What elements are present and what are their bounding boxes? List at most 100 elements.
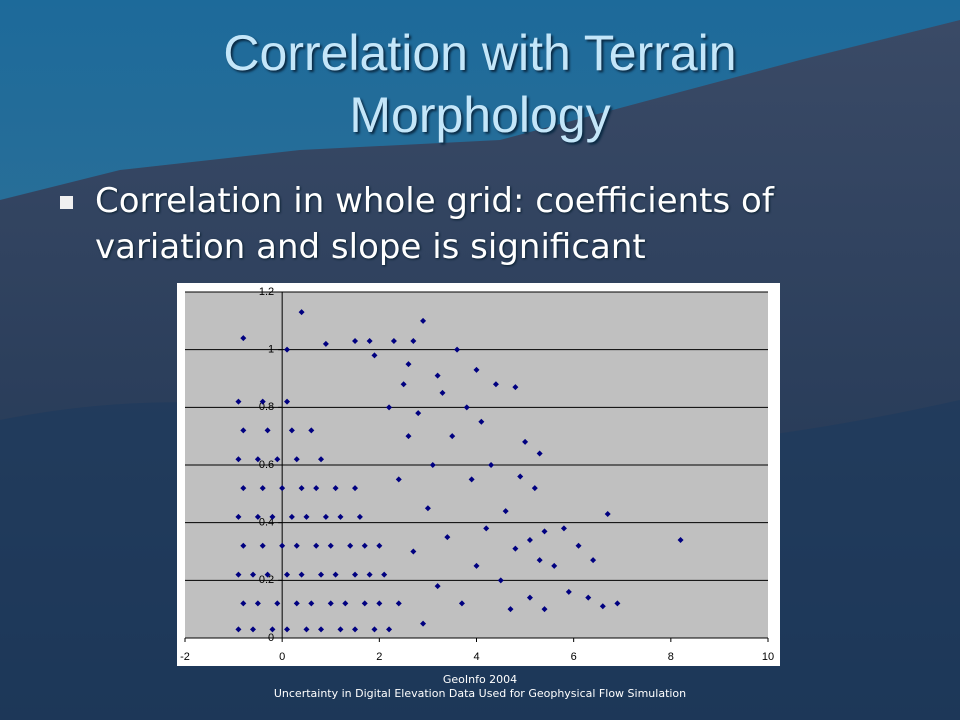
point bbox=[361, 600, 368, 607]
point bbox=[614, 600, 621, 607]
point bbox=[478, 418, 485, 425]
point bbox=[293, 456, 300, 463]
point bbox=[352, 626, 359, 633]
point bbox=[366, 571, 373, 578]
point bbox=[405, 361, 412, 368]
point bbox=[288, 513, 295, 520]
point bbox=[279, 485, 286, 492]
point bbox=[366, 338, 373, 345]
point bbox=[497, 577, 504, 584]
point bbox=[492, 381, 499, 388]
y-tick-label: 0.8 bbox=[259, 401, 274, 413]
point bbox=[551, 562, 558, 569]
y-tick-label: 0.4 bbox=[259, 517, 274, 529]
point bbox=[274, 600, 281, 607]
point bbox=[590, 557, 597, 564]
point bbox=[677, 536, 684, 543]
point bbox=[361, 542, 368, 549]
point bbox=[395, 476, 402, 483]
point bbox=[575, 542, 582, 549]
point bbox=[356, 513, 363, 520]
point bbox=[332, 571, 339, 578]
point bbox=[352, 485, 359, 492]
point bbox=[449, 433, 456, 440]
point bbox=[473, 562, 480, 569]
point bbox=[308, 600, 315, 607]
point bbox=[318, 456, 325, 463]
point bbox=[352, 338, 359, 345]
point bbox=[342, 600, 349, 607]
slide-title: Correlation with Terrain Morphology bbox=[223, 25, 737, 143]
point bbox=[400, 381, 407, 388]
point bbox=[439, 389, 446, 396]
point bbox=[254, 456, 261, 463]
chart: 00.20.40.60.811.2-2 0 2 4 6 8 10 bbox=[177, 283, 780, 666]
point bbox=[298, 485, 305, 492]
point bbox=[415, 410, 422, 417]
point bbox=[240, 542, 247, 549]
point bbox=[284, 626, 291, 633]
point bbox=[536, 450, 543, 457]
point bbox=[322, 340, 329, 347]
point bbox=[434, 583, 441, 590]
point bbox=[371, 352, 378, 359]
point bbox=[526, 536, 533, 543]
point bbox=[293, 542, 300, 549]
point bbox=[235, 513, 242, 520]
point bbox=[405, 433, 412, 440]
point bbox=[517, 473, 524, 480]
point bbox=[463, 404, 470, 411]
point bbox=[235, 571, 242, 578]
point bbox=[541, 606, 548, 613]
point bbox=[284, 571, 291, 578]
y-tick-label: 1 bbox=[268, 344, 274, 356]
point bbox=[502, 508, 509, 515]
point bbox=[250, 626, 257, 633]
point bbox=[424, 505, 431, 512]
point bbox=[318, 571, 325, 578]
point bbox=[565, 588, 572, 595]
bullet-text: Correlation in whole grid: coefficients … bbox=[95, 181, 774, 267]
point bbox=[347, 542, 354, 549]
point bbox=[381, 571, 388, 578]
point bbox=[303, 626, 310, 633]
point bbox=[473, 366, 480, 373]
y-tick-label: 1.2 bbox=[259, 286, 274, 298]
y-tick-label: 0.6 bbox=[259, 459, 274, 471]
point bbox=[264, 427, 271, 434]
point bbox=[259, 542, 266, 549]
point bbox=[298, 571, 305, 578]
point bbox=[235, 626, 242, 633]
point bbox=[313, 542, 320, 549]
point bbox=[269, 626, 276, 633]
point bbox=[458, 600, 465, 607]
point bbox=[352, 571, 359, 578]
bullet-mark bbox=[60, 196, 73, 209]
point bbox=[531, 485, 538, 492]
point bbox=[371, 626, 378, 633]
point bbox=[536, 557, 543, 564]
point bbox=[269, 513, 276, 520]
point bbox=[483, 525, 490, 532]
point bbox=[264, 571, 271, 578]
point bbox=[390, 338, 397, 345]
x-tick-label: 4 bbox=[473, 651, 479, 663]
x-tick-label: 8 bbox=[668, 651, 674, 663]
point bbox=[585, 594, 592, 601]
y-tick-label: 0.2 bbox=[259, 574, 274, 586]
point bbox=[303, 513, 310, 520]
point bbox=[376, 600, 383, 607]
point bbox=[454, 346, 461, 353]
point bbox=[254, 513, 261, 520]
point bbox=[235, 456, 242, 463]
point bbox=[240, 335, 247, 342]
point bbox=[522, 438, 529, 445]
point bbox=[240, 600, 247, 607]
point bbox=[337, 513, 344, 520]
point bbox=[386, 404, 393, 411]
point bbox=[604, 511, 611, 518]
point bbox=[313, 485, 320, 492]
point bbox=[512, 545, 519, 552]
point bbox=[250, 571, 257, 578]
